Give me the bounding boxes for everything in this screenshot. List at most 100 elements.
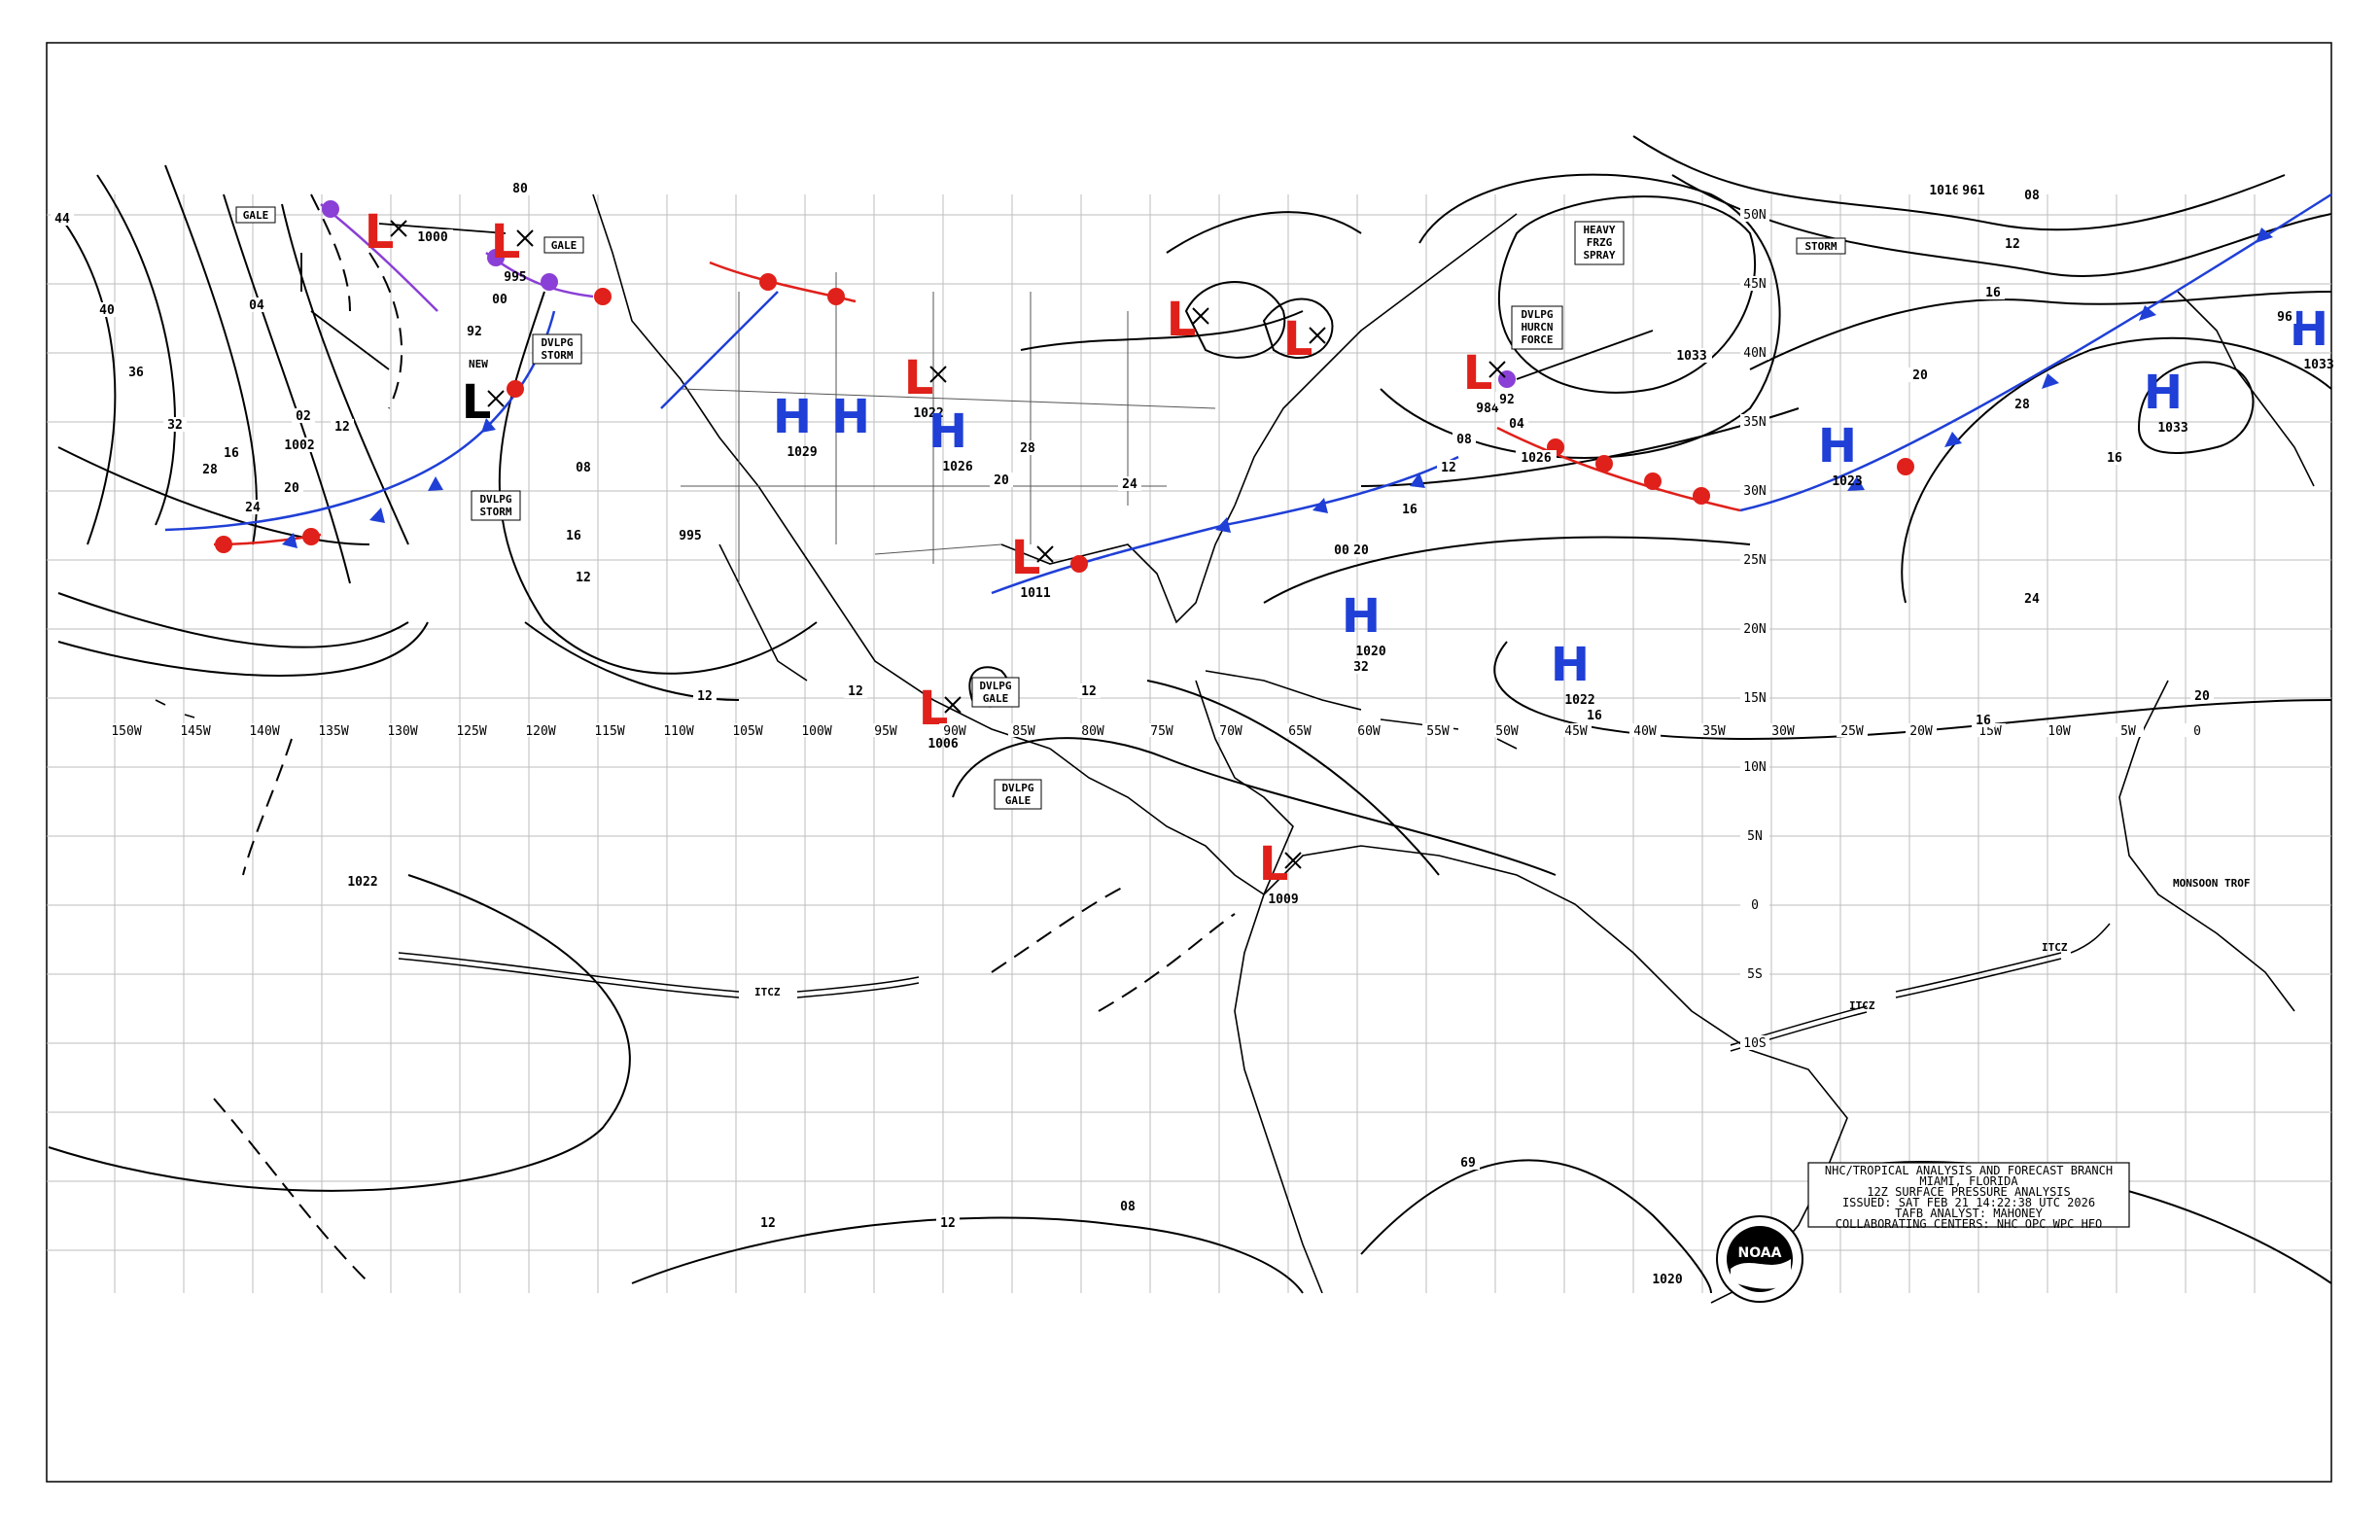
latitude-label-bg <box>1740 483 1769 498</box>
longitude-label-bg <box>1629 723 1661 737</box>
longitude-label-bg <box>2182 723 2213 737</box>
longitude-label: 10W <box>2048 724 2071 739</box>
central-pressure-value: 1023 <box>1832 474 1862 489</box>
dvlpg-storm-2-line1: DVLPG <box>479 493 511 506</box>
isobar-label-bg <box>936 1215 960 1230</box>
low-letter: L <box>1167 293 1197 347</box>
dg2-line1: DVLPG <box>1001 782 1033 794</box>
isobar-value-label: 28 <box>1020 441 1035 456</box>
isobar-value-label: 12 <box>697 689 713 704</box>
low-center-x-mark <box>516 229 534 247</box>
isobar-label-bg <box>1437 460 1460 474</box>
isobar-value-label: 20 <box>2194 689 2210 704</box>
dvlpg-gale-label-2: DVLPG GALE <box>994 779 1042 810</box>
dg1-line1: DVLPG <box>979 680 1011 692</box>
isobar-value-label: 16 <box>1976 714 1991 728</box>
low-center-x-mark <box>1036 545 1054 563</box>
longitude-label-bg <box>1491 723 1522 737</box>
isobar-label-bg <box>1398 502 1421 516</box>
heavy-freezing-spray-label: HEAVY FRZG SPRAY <box>1574 221 1625 265</box>
isobar-label-bg <box>245 298 268 312</box>
low-letter: L <box>462 375 492 430</box>
isobar-label-bg <box>2103 450 2126 465</box>
itcz-label-2: ITCZ <box>1849 999 1875 1012</box>
longitude-label: 15W <box>1978 724 2002 739</box>
isobar-value-label: 92 <box>467 325 482 339</box>
isobar-value-label: 00 <box>1334 543 1349 558</box>
isobar-label-bg <box>1583 708 1606 722</box>
isobar-label-bg <box>572 460 595 474</box>
low-center-x-mark <box>1284 852 1302 869</box>
new-label: NEW <box>469 358 488 370</box>
longitude-label: 75W <box>1150 724 1173 739</box>
longitude-label: 40W <box>1633 724 1657 739</box>
longitude-label: 150W <box>111 724 141 739</box>
longitude-label: 135W <box>318 724 348 739</box>
latitude-label-bg <box>1740 414 1769 429</box>
isobar-label-bg <box>51 211 74 226</box>
info-line4: ISSUED: SAT FEB 21 14:22:38 UTC 2026 <box>1842 1196 2095 1209</box>
central-pressure-value: 1022 <box>913 406 943 421</box>
longitude-label: 115W <box>594 724 624 739</box>
isobar-value-label: 69 <box>1460 1156 1476 1171</box>
isobar-label-bg <box>1456 1155 1480 1170</box>
isobar-value-label: 20 <box>1353 543 1369 558</box>
longitude-label: 90W <box>943 724 966 739</box>
latitude-label: 15N <box>1743 691 1766 706</box>
monsoon-trof-label: MONSOON TROF <box>2173 877 2250 890</box>
longitude-label-bg <box>1008 723 1039 737</box>
longitude-label-bg <box>2113 723 2144 737</box>
isobar-value-label: 24 <box>1122 477 1138 492</box>
isobar-value-label: 44 <box>54 212 70 227</box>
central-pressure-value: 1033 <box>2303 358 2333 372</box>
longitude-label: 130W <box>387 724 417 739</box>
central-pressure-value: 1026 <box>942 460 972 474</box>
isobar-value-label: 16 <box>1587 709 1602 723</box>
latitude-label: 20N <box>1743 622 1766 637</box>
isobar-label-bg <box>488 292 511 306</box>
central-pressure-value: 1006 <box>928 737 958 752</box>
isobar-value-label: 04 <box>1509 417 1524 432</box>
isobar-label-bg <box>1957 183 1990 197</box>
isobar-value-label: 1022 <box>347 875 377 890</box>
svg-text:GALE: GALE <box>243 209 269 222</box>
longitude-label: 45W <box>1564 724 1588 739</box>
isobar-label-bg <box>2020 188 2044 202</box>
isobar-label-bg <box>1505 416 1528 431</box>
longitude-label-bg <box>318 723 349 737</box>
low-center-x-mark <box>1488 361 1506 378</box>
isobar-value-label: 24 <box>2024 592 2040 607</box>
low-center-x-mark <box>487 390 505 407</box>
latitude-label: 10N <box>1743 760 1766 775</box>
high-letter: H <box>928 404 967 459</box>
isobar-label-bg <box>1981 285 2005 299</box>
isobar-label-bg <box>124 365 148 379</box>
central-pressure-value: 1022 <box>1564 693 1594 708</box>
storm-label: STORM <box>1796 237 1846 255</box>
longitude-label: 35W <box>1702 724 1726 739</box>
isobar-value-label: 32 <box>167 418 183 433</box>
low-letter: L <box>1463 346 1493 401</box>
isobar-value-label: 16 <box>2107 451 2122 466</box>
isobar-label-bg <box>1647 1272 1688 1286</box>
isobar-value-label: 40 <box>99 303 115 318</box>
isobar-label-bg <box>1077 683 1101 698</box>
latitude-label-bg <box>1740 1035 1769 1050</box>
longitude-label-bg <box>1353 723 1384 737</box>
isobar-label-bg <box>1118 476 1141 491</box>
isobar-value-label: 16 <box>566 529 581 543</box>
longitude-label-bg <box>1422 723 1453 737</box>
isobar-label-bg <box>1671 348 1712 363</box>
isobar-value-label: 92 <box>1499 393 1515 407</box>
gale-label-nw: GALE <box>235 206 276 224</box>
isobar-label-bg <box>2273 309 2296 324</box>
troughs <box>213 193 1236 1284</box>
low-pressure-center: L <box>1283 312 1326 367</box>
political-borders <box>680 272 1216 583</box>
